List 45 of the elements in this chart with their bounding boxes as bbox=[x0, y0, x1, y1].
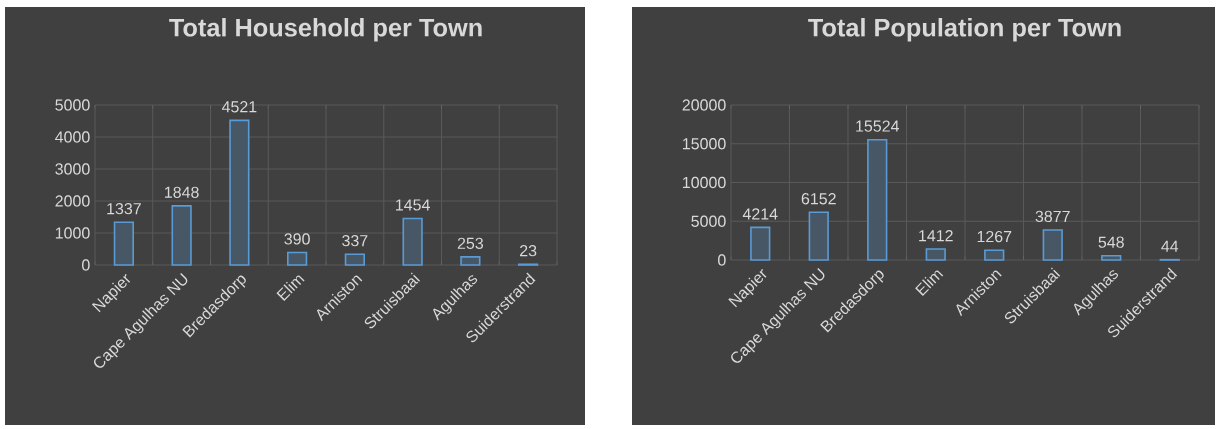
y-tick-label: 3000 bbox=[55, 163, 90, 175]
data-label: 253 bbox=[457, 237, 484, 249]
data-label: 44 bbox=[1161, 240, 1179, 252]
bar bbox=[229, 119, 250, 266]
x-tick-label: Elim bbox=[915, 270, 944, 296]
bar bbox=[402, 217, 423, 266]
chart-title: Total Household per Town bbox=[169, 18, 482, 42]
bar bbox=[113, 221, 135, 266]
data-label: 390 bbox=[284, 233, 310, 245]
y-tick-label: 15000 bbox=[683, 138, 726, 150]
bar bbox=[984, 249, 1005, 261]
data-label: 4521 bbox=[221, 101, 257, 113]
data-label: 3877 bbox=[1035, 210, 1070, 223]
y-tick-label: 2000 bbox=[55, 195, 90, 207]
data-label: 1337 bbox=[107, 202, 141, 215]
bar bbox=[1042, 229, 1063, 261]
data-label: 6152 bbox=[801, 193, 836, 205]
y-tick-label: 10000 bbox=[683, 176, 726, 189]
y-tick-label: 0 bbox=[82, 259, 90, 271]
data-label: 1848 bbox=[165, 186, 199, 198]
chart-title: Total Population per Town bbox=[808, 18, 1121, 42]
data-label: 4214 bbox=[742, 208, 778, 220]
bar bbox=[808, 211, 829, 261]
bar bbox=[171, 205, 192, 266]
data-label: 337 bbox=[342, 234, 368, 247]
bar bbox=[1101, 254, 1122, 261]
bar bbox=[750, 226, 771, 261]
bar bbox=[925, 248, 946, 261]
y-tick-label: 5000 bbox=[55, 99, 90, 111]
y-tick-label: 20000 bbox=[682, 99, 726, 111]
bar bbox=[460, 256, 481, 266]
bar bbox=[867, 138, 888, 261]
y-tick-label: 0 bbox=[718, 254, 726, 266]
bar bbox=[344, 253, 366, 266]
y-tick-label: 1000 bbox=[55, 227, 90, 239]
data-label: 1267 bbox=[977, 230, 1012, 243]
y-tick-label: 5000 bbox=[691, 215, 726, 227]
x-tick-label: Elim bbox=[276, 275, 305, 301]
data-label: 1454 bbox=[396, 199, 430, 211]
data-label: 548 bbox=[1098, 236, 1124, 248]
data-label: 23 bbox=[520, 245, 537, 257]
data-label: 1412 bbox=[919, 229, 953, 242]
bar bbox=[286, 251, 308, 266]
y-tick-label: 4000 bbox=[55, 131, 90, 143]
data-label: 15524 bbox=[856, 120, 900, 132]
